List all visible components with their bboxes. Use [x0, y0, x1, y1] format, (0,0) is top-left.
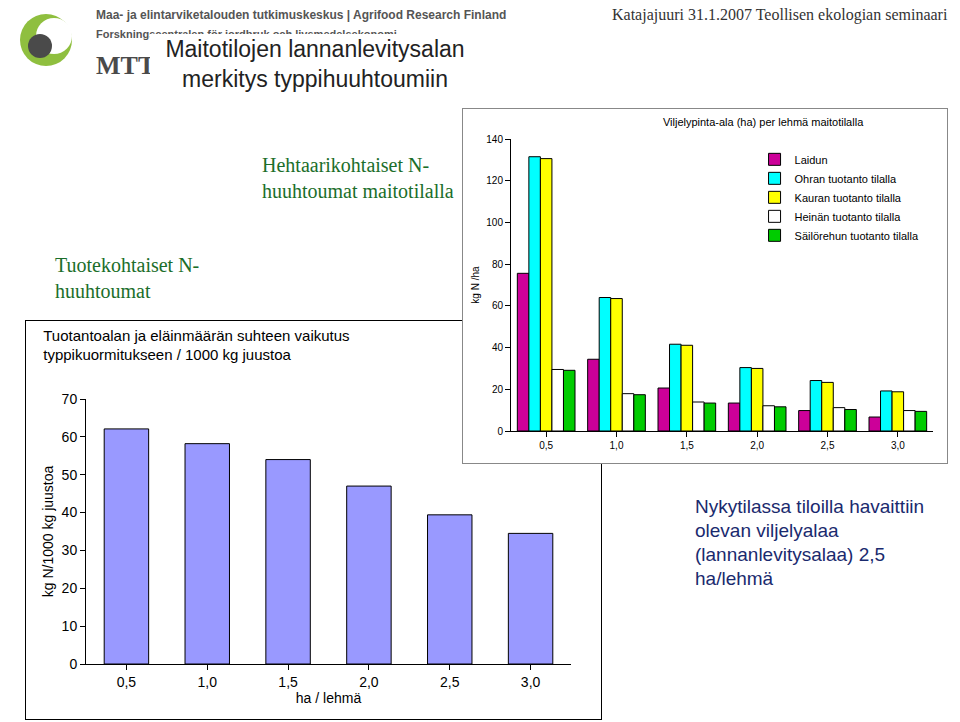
svg-text:40: 40: [492, 342, 504, 353]
svg-text:2,5: 2,5: [440, 674, 460, 690]
svg-text:140: 140: [486, 134, 503, 145]
svg-text:1,0: 1,0: [198, 674, 218, 690]
svg-text:Viljelypinta-ala (ha) per lehm: Viljelypinta-ala (ha) per lehmä maitotil…: [663, 116, 864, 128]
svg-text:1,5: 1,5: [278, 674, 298, 690]
svg-text:MTT: MTT: [96, 51, 155, 80]
html-text:Maa- ja elintarviketalouden tu: Maa- ja elintarviketalouden tutkimuskesk…: [96, 8, 507, 22]
svg-text:Heinän tuotanto tilalla: Heinän tuotanto tilalla: [795, 211, 902, 223]
svg-text:2,0: 2,0: [359, 674, 379, 690]
svg-text:kg N/1000 kg juustoa: kg N/1000 kg juustoa: [40, 466, 56, 598]
svg-text:2,0: 2,0: [750, 440, 764, 451]
svg-text:0,5: 0,5: [539, 440, 553, 451]
svg-text:Kauran tuotanto tilalla: Kauran tuotanto tilalla: [795, 192, 902, 204]
svg-text:Ohran tuotanto tilalla: Ohran tuotanto tilalla: [795, 173, 897, 185]
svg-text:3,0: 3,0: [521, 674, 541, 690]
svg-text:120: 120: [486, 175, 503, 186]
svg-text:Säilörehun tuotanto tilalla: Säilörehun tuotanto tilalla: [795, 230, 919, 242]
svg-text:20: 20: [492, 384, 504, 395]
svg-text:Tuotantoalan ja eläinmäärän su: Tuotantoalan ja eläinmäärän suhteen vaik…: [43, 327, 349, 364]
svg-text:ha / lehmä: ha / lehmä: [296, 690, 362, 706]
svg-text:0,5: 0,5: [117, 674, 137, 690]
svg-text:70: 70: [62, 391, 78, 407]
svg-text:40: 40: [62, 504, 78, 520]
svg-text:0: 0: [69, 656, 77, 672]
svg-text:60: 60: [62, 429, 78, 445]
html-text:Tuotekohtaiset N-huuhtoumat: Tuotekohtaiset N-huuhtoumat: [55, 254, 200, 302]
html-text:Forskningscentralen för jordbr: Forskningscentralen för jordbruk och liv…: [96, 28, 397, 40]
svg-text:100: 100: [486, 217, 503, 228]
svg-text:30: 30: [62, 542, 78, 558]
html-text:Maitotilojen lannanlevitysalan: Maitotilojen lannanlevitysalan merkitys …: [165, 36, 465, 92]
html-text:Nykytilassa tiloilla havaittii: Nykytilassa tiloilla havaittiin olevan v…: [695, 496, 925, 589]
svg-text:80: 80: [492, 259, 504, 270]
svg-text:20: 20: [62, 580, 78, 596]
svg-text:1,0: 1,0: [610, 440, 624, 451]
svg-text:10: 10: [62, 618, 78, 634]
svg-text:Laidun: Laidun: [795, 154, 828, 166]
svg-text:0: 0: [497, 426, 503, 437]
html-text:Hehtaarikohtaiset N-huuhtoumat: Hehtaarikohtaiset N-huuhtoumat maitotila…: [262, 154, 454, 202]
svg-text:2,5: 2,5: [821, 440, 835, 451]
svg-text:3,0: 3,0: [891, 440, 905, 451]
svg-text:60: 60: [492, 300, 504, 311]
html-text:Katajajuuri 31.1.2007 Teollise: Katajajuuri 31.1.2007 Teollisen ekologia…: [612, 6, 948, 23]
svg-text:1,5: 1,5: [680, 440, 694, 451]
svg-text:50: 50: [62, 467, 78, 483]
svg-text:kg N /ha: kg N /ha: [470, 266, 481, 304]
